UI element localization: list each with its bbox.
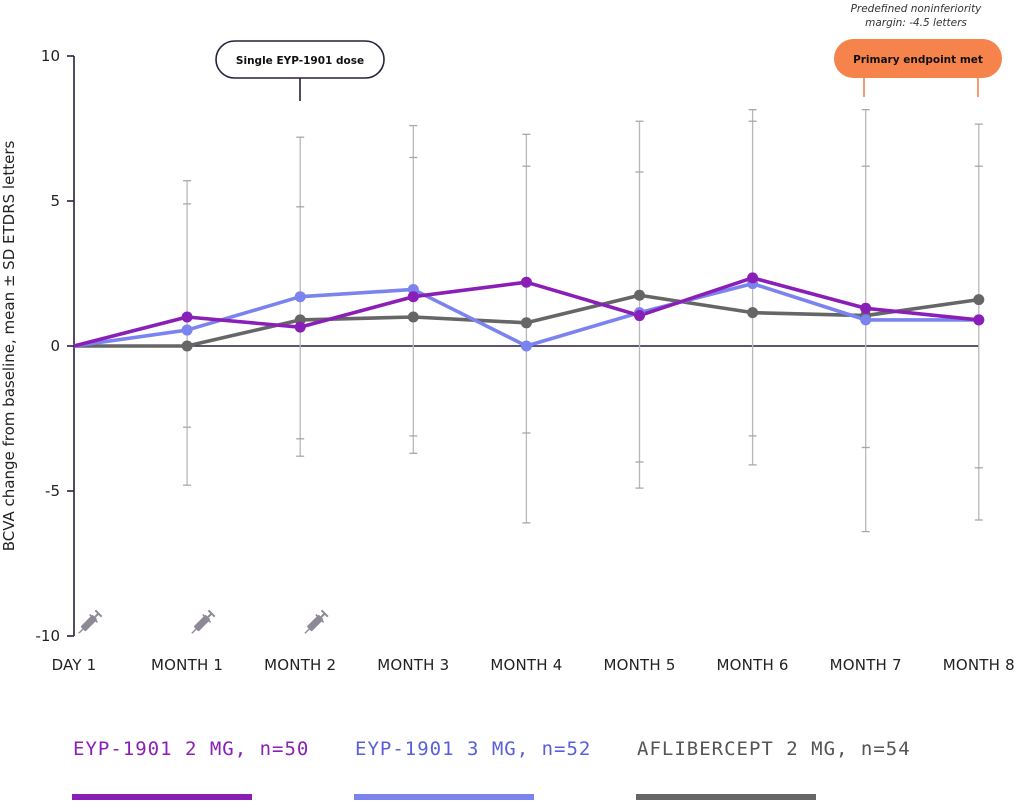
legend-entry-eyp1901-3mg: EYP-1901 3 MG, n=52	[355, 738, 592, 760]
y-tick-label: -10	[36, 627, 61, 645]
syringe-flange	[89, 614, 98, 623]
x-tick-label: MONTH 4	[490, 656, 562, 674]
data-point	[634, 310, 645, 322]
data-point	[520, 276, 532, 288]
x-tick-label: MONTH 8	[943, 656, 1015, 674]
data-point	[973, 314, 985, 326]
axes: 10 5 0 -5 -10 BCVA change from baseline, mean…	[0, 47, 1015, 674]
x-tick-label: MONTH 5	[603, 656, 675, 674]
data-point	[520, 317, 532, 329]
syringe-icon	[191, 609, 216, 634]
y-tick-label: -5	[45, 482, 60, 500]
primary-endpoint-callout	[834, 39, 1002, 78]
margin-note-line2: margin: -4.5 letters	[865, 17, 967, 29]
x-tick-label: DAY 1	[52, 656, 97, 674]
syringe-needle	[78, 628, 84, 634]
legend-entry-aflibercept-2mg: AFLIBERCEPT 2 MG, n=54	[637, 738, 911, 760]
syringe-handle	[320, 609, 329, 618]
legend-swatch-eyp1901-3mg	[354, 794, 534, 800]
x-tick-label: MONTH 2	[264, 656, 336, 674]
margin-note-line1: Predefined noninferiority	[851, 3, 983, 15]
syringe-needle	[304, 628, 310, 634]
data-point	[747, 307, 759, 319]
x-tick-label: MONTH 6	[717, 656, 789, 674]
primary-endpoint-text: Primary endpoint met	[853, 54, 983, 66]
data-point	[520, 340, 532, 352]
legend-swatch-eyp1901-2mg	[72, 794, 252, 800]
legend-swatch-aflibercept-2mg	[636, 794, 816, 800]
injection-markers	[78, 609, 329, 634]
data-point	[860, 314, 872, 326]
annotations: Single EYP-1901 dose Primary endpoint me…	[215, 3, 1002, 101]
y-tick-label: 0	[50, 337, 60, 355]
syringe-barrel	[307, 615, 324, 632]
data-point	[634, 289, 645, 301]
data-point	[181, 311, 193, 323]
series-points	[181, 272, 985, 352]
single-dose-text: Single EYP-1901 dose	[236, 55, 364, 67]
legend-entry-eyp1901-2mg: EYP-1901 2 MG, n=50	[73, 738, 310, 760]
syringe-flange	[315, 614, 325, 623]
data-point	[860, 302, 872, 314]
syringe-icon	[304, 609, 329, 634]
syringe-handle	[94, 609, 103, 618]
x-tick-label: MONTH 1	[151, 656, 223, 674]
data-point	[181, 340, 193, 352]
syringe-barrel	[80, 615, 97, 632]
y-tick-label: 5	[50, 192, 60, 210]
data-point	[747, 272, 759, 284]
data-point	[407, 311, 419, 323]
syringe-icon	[78, 609, 103, 634]
syringe-needle	[191, 628, 197, 634]
x-tick-label: MONTH 7	[830, 656, 902, 674]
y-axis-label: BCVA change from baseline, mean ± SD ETD…	[0, 141, 18, 552]
data-point	[181, 324, 193, 336]
data-point	[973, 294, 985, 306]
data-point	[294, 291, 306, 303]
data-point	[294, 321, 306, 333]
syringe-barrel	[194, 615, 211, 632]
syringe-handle	[207, 609, 216, 618]
y-tick-label: 10	[41, 47, 60, 65]
syringe-flange	[202, 614, 212, 623]
x-tick-label: MONTH 3	[377, 656, 449, 674]
data-point	[407, 291, 419, 303]
